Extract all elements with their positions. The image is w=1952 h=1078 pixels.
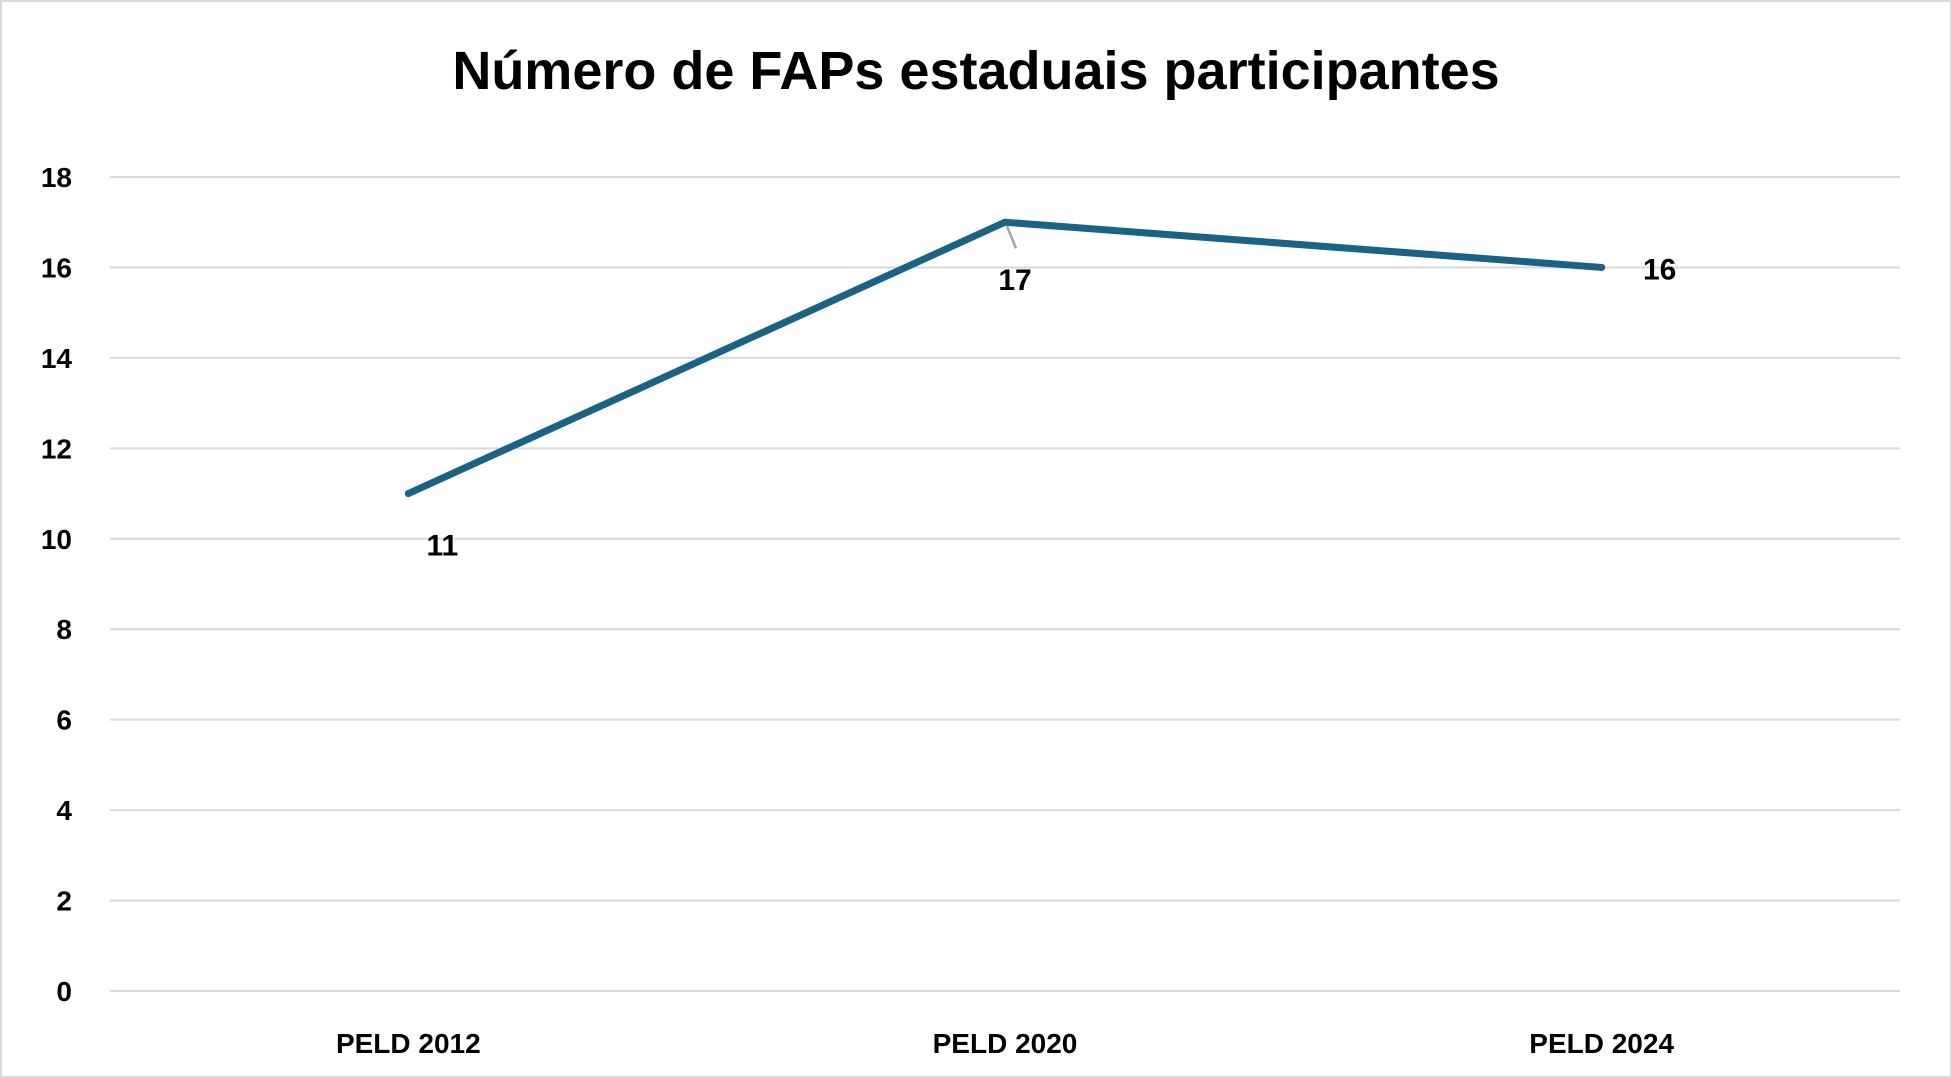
y-tick-label: 18 [41, 162, 72, 193]
y-tick-label: 2 [56, 886, 72, 917]
data-label: 16 [1643, 253, 1676, 286]
y-tick-label: 10 [41, 524, 72, 555]
y-tick-label: 14 [41, 343, 73, 374]
y-tick-label: 12 [41, 433, 72, 464]
y-tick-label: 16 [41, 252, 72, 283]
y-tick-label: 4 [56, 795, 72, 826]
y-tick-label: 8 [56, 614, 72, 645]
data-label: 17 [998, 264, 1031, 297]
data-label: 11 [426, 530, 458, 563]
data-point [1598, 263, 1606, 271]
y-tick-label: 6 [56, 705, 72, 736]
x-tick-label: PELD 2012 [336, 1028, 481, 1059]
chart-title: Número de FAPs estaduais participantes [452, 41, 1500, 101]
data-point [404, 490, 412, 498]
x-tick-label: PELD 2024 [1529, 1028, 1674, 1059]
leader-line [1005, 225, 1018, 249]
y-tick-label: 0 [56, 976, 72, 1007]
data-point [1001, 218, 1009, 226]
x-tick-label: PELD 2020 [933, 1028, 1078, 1059]
